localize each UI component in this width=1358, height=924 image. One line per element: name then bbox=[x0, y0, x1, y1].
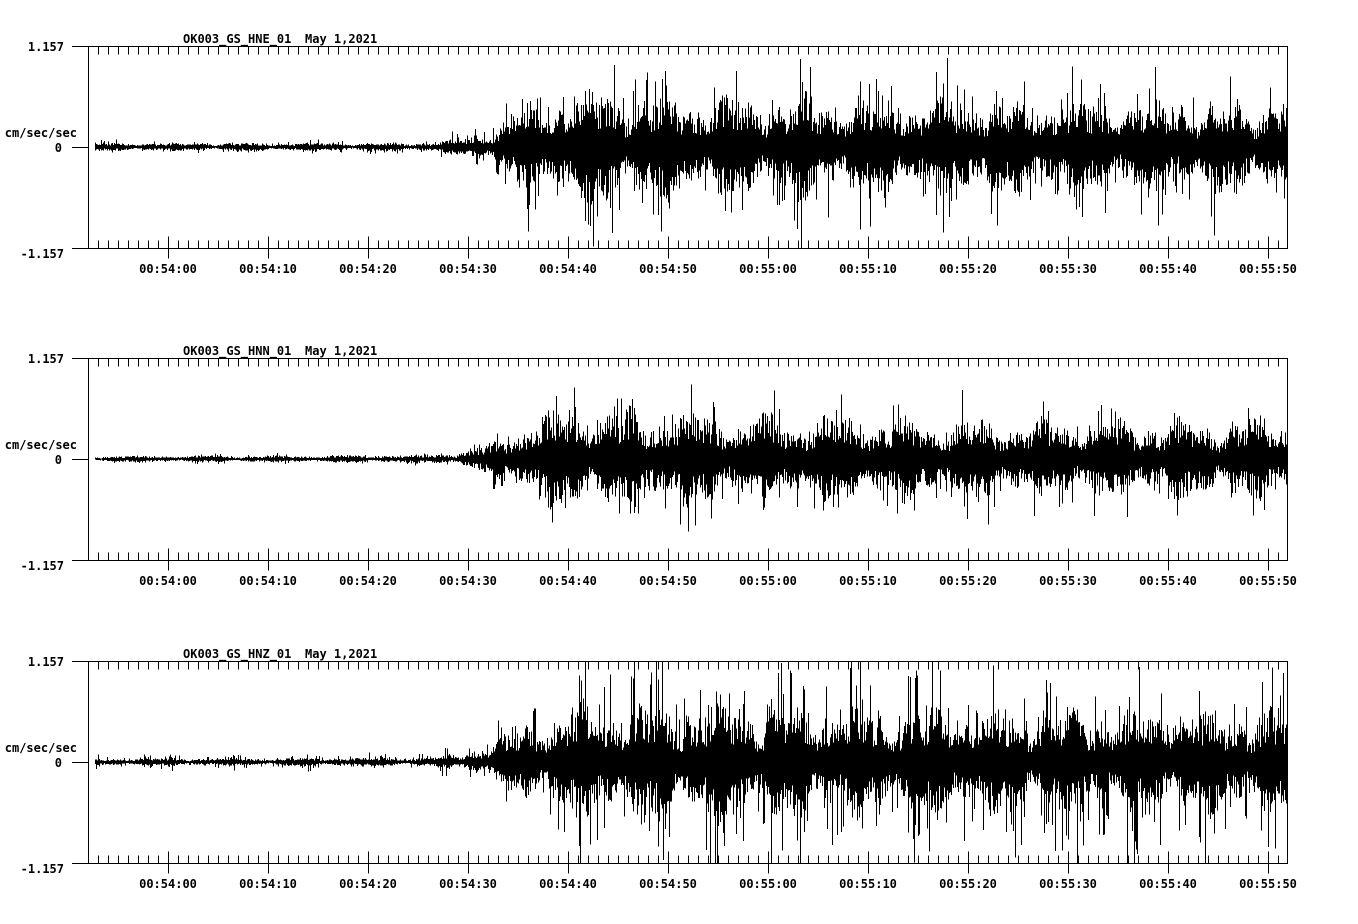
y-min-label: -1.157 bbox=[21, 862, 64, 876]
x-tick-label: 00:54:30 bbox=[439, 877, 497, 891]
panel-hnz: OK003_GS_HNZ_01 May 1,2021 1.157 cm/sec/… bbox=[5, 647, 1297, 891]
panel-xlabels-hnn: 00:54:00 00:54:10 00:54:20 00:54:30 00:54:40… bbox=[139, 574, 1297, 588]
panel-title-date: May 1,2021 bbox=[305, 32, 377, 46]
x-tick-label: 00:54:50 bbox=[639, 262, 697, 276]
y-max-label: 1.157 bbox=[28, 352, 64, 366]
x-tick-label: 00:55:20 bbox=[939, 877, 997, 891]
y-max-label: 1.157 bbox=[28, 655, 64, 669]
y-zero-label: 0 bbox=[55, 141, 62, 155]
x-tick-label: 00:55:30 bbox=[1039, 262, 1097, 276]
x-tick-label: 00:55:50 bbox=[1239, 262, 1297, 276]
panel-title-station: OK003_GS_HNE_01 bbox=[183, 32, 291, 47]
y-zero-label: 0 bbox=[55, 756, 62, 770]
x-tick-label: 00:54:40 bbox=[539, 574, 597, 588]
x-tick-label: 00:54:00 bbox=[139, 262, 197, 276]
x-tick-label: 00:54:10 bbox=[239, 877, 297, 891]
x-tick-label: 00:54:20 bbox=[339, 877, 397, 891]
x-tick-label: 00:55:40 bbox=[1139, 262, 1197, 276]
x-tick-label: 00:54:50 bbox=[639, 877, 697, 891]
panel-axes-hnz bbox=[72, 661, 1288, 874]
x-tick-label: 00:55:00 bbox=[739, 877, 797, 891]
x-tick-label: 00:55:40 bbox=[1139, 574, 1197, 588]
panel-axes-hnn bbox=[72, 358, 1288, 571]
y-zero-label: 0 bbox=[55, 453, 62, 467]
panel-axes-hne bbox=[72, 46, 1288, 259]
x-tick-label: 00:54:10 bbox=[239, 574, 297, 588]
panel-title-date: May 1,2021 bbox=[305, 344, 377, 358]
x-tick-label: 00:54:20 bbox=[339, 574, 397, 588]
x-tick-label: 00:54:00 bbox=[139, 877, 197, 891]
x-tick-label: 00:55:50 bbox=[1239, 877, 1297, 891]
y-min-label: -1.157 bbox=[21, 559, 64, 573]
x-tick-label: 00:54:00 bbox=[139, 574, 197, 588]
x-tick-label: 00:55:10 bbox=[839, 262, 897, 276]
x-tick-label: 00:55:20 bbox=[939, 262, 997, 276]
y-units-label: cm/sec/sec bbox=[5, 438, 77, 452]
x-tick-label: 00:55:10 bbox=[839, 877, 897, 891]
panel-xlabels-hne: 00:54:00 00:54:10 00:54:20 00:54:30 00:54:40… bbox=[139, 262, 1297, 276]
x-tick-label: 00:55:00 bbox=[739, 574, 797, 588]
panel-hnn: OK003_GS_HNN_01 May 1,2021 1.157 cm/sec/… bbox=[5, 344, 1297, 588]
y-units-label: cm/sec/sec bbox=[5, 126, 77, 140]
panel-xlabels-hnz: 00:54:00 00:54:10 00:54:20 00:54:30 00:54:40… bbox=[139, 877, 1297, 891]
x-tick-label: 00:54:40 bbox=[539, 262, 597, 276]
x-tick-label: 00:54:20 bbox=[339, 262, 397, 276]
x-tick-label: 00:54:30 bbox=[439, 262, 497, 276]
waveform-hnz bbox=[95, 661, 1287, 863]
y-min-label: -1.157 bbox=[21, 247, 64, 261]
panel-hne: OK003_GS_HNE_01 May 1,2021 1.157 cm/sec/… bbox=[5, 32, 1297, 276]
x-tick-label: 00:55:20 bbox=[939, 574, 997, 588]
y-max-label: 1.157 bbox=[28, 40, 64, 54]
x-tick-label: 00:54:10 bbox=[239, 262, 297, 276]
waveform-hne bbox=[95, 58, 1287, 248]
waveform-hnn bbox=[95, 384, 1287, 532]
y-units-label: cm/sec/sec bbox=[5, 741, 77, 755]
x-tick-label: 00:55:50 bbox=[1239, 574, 1297, 588]
panel-title-station: OK003_GS_HNN_01 bbox=[183, 344, 291, 359]
x-tick-label: 00:55:30 bbox=[1039, 877, 1097, 891]
x-tick-label: 00:54:50 bbox=[639, 574, 697, 588]
x-tick-label: 00:55:00 bbox=[739, 262, 797, 276]
x-tick-label: 00:55:10 bbox=[839, 574, 897, 588]
x-tick-label: 00:55:30 bbox=[1039, 574, 1097, 588]
x-tick-label: 00:54:30 bbox=[439, 574, 497, 588]
panel-title-date: May 1,2021 bbox=[305, 647, 377, 661]
x-tick-label: 00:55:40 bbox=[1139, 877, 1197, 891]
x-tick-label: 00:54:40 bbox=[539, 877, 597, 891]
panel-title-station: OK003_GS_HNZ_01 bbox=[183, 647, 291, 662]
